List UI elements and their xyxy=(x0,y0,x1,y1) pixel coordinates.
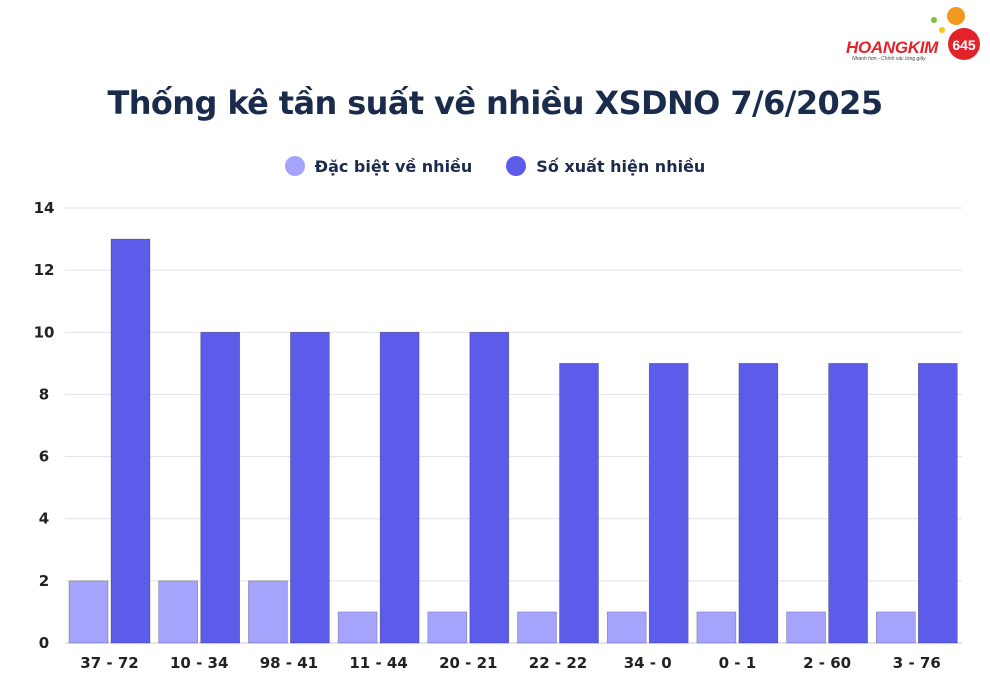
legend-label-series2: Số xuất hiện nhiều xyxy=(536,156,706,176)
x-tick-label: 37 - 72 xyxy=(80,654,138,672)
legend-item-series2: Số xuất hiện nhiều xyxy=(506,156,705,176)
logo-badge xyxy=(948,28,980,60)
y-tick-label: 0 xyxy=(39,634,49,652)
bar-so-xuat-hien xyxy=(828,363,868,644)
x-tick-label: 22 - 22 xyxy=(529,654,587,672)
chart-legend: Đặc biệt về nhiều Số xuất hiện nhiều xyxy=(0,156,990,176)
logo-name: HOANGKIM xyxy=(846,38,939,57)
bar-dac-biet xyxy=(606,611,647,644)
bar-dac-biet xyxy=(68,580,109,644)
bar-dac-biet xyxy=(337,611,378,644)
bar-dac-biet xyxy=(696,611,737,644)
x-tick-label: 98 - 41 xyxy=(260,654,318,672)
bar-dac-biet xyxy=(786,611,826,644)
bar-dac-biet xyxy=(427,611,468,644)
bar-so-xuat-hien xyxy=(110,238,151,644)
bar-dac-biet xyxy=(158,580,198,644)
bar-so-xuat-hien xyxy=(917,363,958,644)
chart-title: Thống kê tần suất về nhiều XSDNO 7/6/202… xyxy=(107,84,884,122)
bar-so-xuat-hien xyxy=(290,331,330,644)
x-tick-label: 34 - 0 xyxy=(624,654,672,672)
bar-so-xuat-hien xyxy=(648,363,689,644)
bar-dac-biet xyxy=(248,580,288,644)
bar-so-xuat-hien xyxy=(469,331,510,644)
brand-logo: 645 HOANGKIM Nhanh hơn - Chính xác từng … xyxy=(846,6,986,66)
y-tick-label: 2 xyxy=(39,572,49,590)
logo-tagline: Nhanh hơn - Chính xác từng giây xyxy=(852,56,926,62)
bar-so-xuat-hien xyxy=(738,363,779,644)
bar-dac-biet xyxy=(517,611,557,644)
legend-swatch-series2 xyxy=(506,156,527,176)
x-tick-label: 2 - 60 xyxy=(803,654,851,672)
x-tick-label: 11 - 44 xyxy=(349,654,407,672)
y-tick-label: 10 xyxy=(34,323,55,341)
x-tick-label: 20 - 21 xyxy=(439,654,497,672)
logo-dot-green xyxy=(931,17,937,23)
x-tick-label: 10 - 34 xyxy=(170,654,228,672)
y-tick-label: 6 xyxy=(39,448,49,466)
logo-badge-text: 645 xyxy=(952,37,976,53)
x-tick-label: 3 - 76 xyxy=(893,654,941,672)
bar-so-xuat-hien xyxy=(559,363,599,644)
x-tick-label: 0 - 1 xyxy=(719,654,757,672)
bar-so-xuat-hien xyxy=(379,331,420,644)
logo-dot-yellow xyxy=(939,27,945,33)
y-tick-label: 8 xyxy=(39,385,49,403)
bar-dac-biet xyxy=(875,611,916,644)
bar-so-xuat-hien xyxy=(200,331,240,644)
logo-mark: 645 xyxy=(931,7,980,60)
legend-label-series1: Đặc biệt về nhiều xyxy=(314,156,473,176)
legend-swatch-series1 xyxy=(284,156,305,176)
y-tick-label: 14 xyxy=(34,199,55,217)
logo-dot-orange xyxy=(947,7,965,25)
y-tick-label: 4 xyxy=(39,510,49,528)
legend-item-series1: Đặc biệt về nhiều xyxy=(284,156,473,176)
y-tick-label: 12 xyxy=(34,261,55,279)
